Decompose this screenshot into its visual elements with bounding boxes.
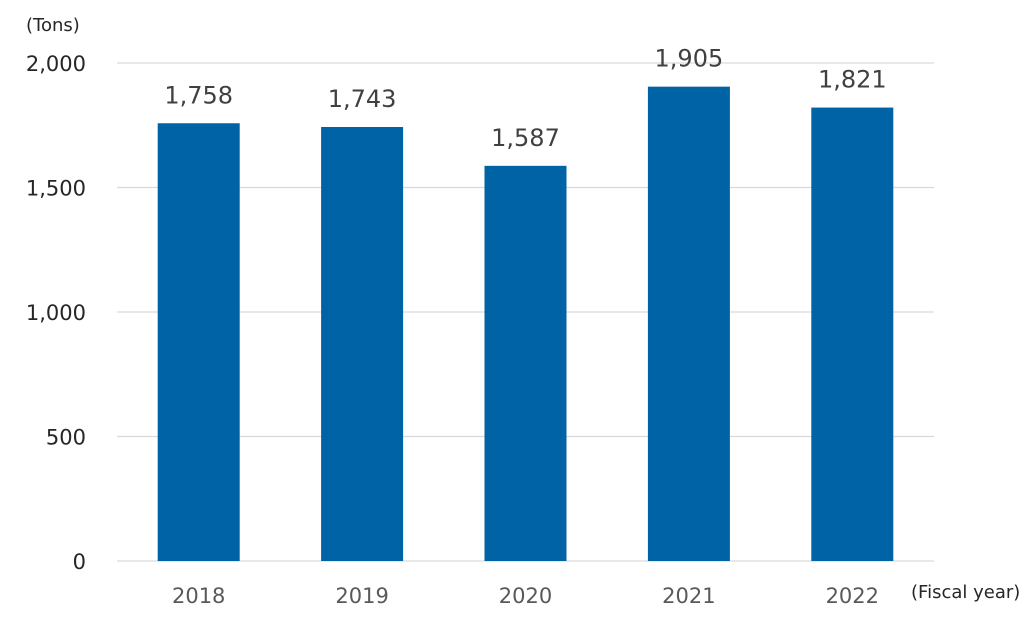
data-label-2021: 1,905 (655, 45, 724, 73)
x-tick-label-2021: 2021 (662, 584, 715, 608)
data-labels: 1,758 1,743 1,587 1,905 1,821 (164, 45, 886, 152)
y-axis-unit-label: (Tons) (26, 15, 80, 36)
y-tick-label: 2,000 (26, 52, 86, 76)
bar-2018 (157, 123, 240, 562)
bars (157, 86, 894, 562)
x-tick-label-2020: 2020 (499, 584, 552, 608)
bar-2019 (321, 126, 404, 562)
y-tick-label: 500 (46, 426, 86, 450)
x-axis-ticks: 2018 2019 2020 2021 2022 (172, 584, 879, 608)
x-tick-label-2022: 2022 (826, 584, 879, 608)
bar-2022 (811, 107, 894, 562)
y-tick-label: 1,000 (26, 301, 86, 325)
y-axis-ticks: 0 500 1,000 1,500 2,000 (26, 52, 86, 574)
x-tick-label-2018: 2018 (172, 584, 225, 608)
data-label-2018: 1,758 (164, 81, 233, 109)
x-axis-unit-label: (Fiscal year) (911, 582, 1020, 603)
data-label-2020: 1,587 (491, 124, 560, 152)
bar-2021 (647, 86, 730, 561)
y-tick-label: 1,500 (26, 177, 86, 201)
bar-2020 (484, 165, 567, 561)
data-label-2022: 1,821 (818, 66, 887, 94)
data-label-2019: 1,743 (328, 85, 397, 113)
y-tick-label: 0 (73, 550, 86, 574)
x-tick-label-2019: 2019 (335, 584, 388, 608)
